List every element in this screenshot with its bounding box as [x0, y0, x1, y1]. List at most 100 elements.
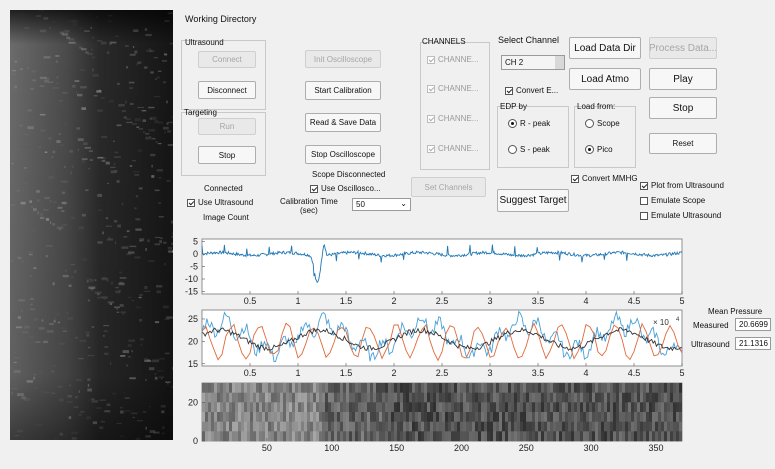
channel-3-checkbox[interactable]: CHANNE... [427, 114, 478, 123]
suggest-target-button[interactable]: Suggest Target [497, 189, 569, 212]
channel-select[interactable]: CH 2 [501, 55, 565, 70]
run-button[interactable]: Run [198, 118, 256, 135]
mmode-pixel [637, 383, 640, 393]
init-oscilloscope-button[interactable]: Init Oscilloscope [305, 50, 381, 68]
mmode-pixel [523, 412, 526, 422]
mmode-pixel [412, 412, 415, 422]
mmode-pixel [253, 383, 256, 393]
mmode-pixel [658, 402, 661, 413]
mmode-pixel [469, 412, 472, 422]
mmode-pixel [202, 383, 205, 393]
reset-button[interactable]: Reset [649, 133, 717, 154]
plot-from-ultrasound-checkbox[interactable]: Plot from Ultrasound [640, 181, 724, 190]
mmode-pixel [511, 412, 514, 422]
load-from-scope-radio[interactable]: Scope [585, 119, 620, 128]
play-button[interactable]: Play [649, 68, 717, 90]
set-channels-button[interactable]: Set Channels [411, 177, 486, 197]
mmode-pixel [604, 402, 607, 413]
mmode-pixel [307, 402, 310, 413]
read-save-data-button[interactable]: Read & Save Data [305, 113, 381, 132]
connect-button[interactable]: Connect [198, 51, 256, 68]
mmode-pixel [553, 421, 556, 432]
mmode-pixel [559, 383, 562, 393]
mmode-pixel [589, 421, 592, 432]
load-atmo-button[interactable]: Load Atmo [569, 68, 641, 90]
edp-r-peak-radio[interactable]: R - peak [508, 119, 550, 128]
convert-mmhg-checkbox[interactable]: Convert MMHG [571, 174, 638, 183]
mmode-pixel [259, 412, 262, 422]
mmode-pixel [286, 412, 289, 422]
calibration-time-select[interactable]: 50 ⌄ [352, 198, 411, 211]
mmode-pixel [496, 402, 499, 413]
mmode-pixel [622, 392, 625, 403]
mmode-pixel [301, 421, 304, 432]
mmode-pixel [550, 392, 553, 403]
mmode-pixel [421, 402, 424, 413]
load-from-pico-radio[interactable]: Pico [585, 145, 613, 154]
stop-button[interactable]: Stop [649, 97, 717, 119]
mmode-pixel [643, 402, 646, 413]
mmode-pixel [400, 402, 403, 413]
channel-2-checkbox[interactable]: CHANNE... [427, 84, 478, 93]
mmode-pixel [484, 392, 487, 403]
mmode-pixel [427, 402, 430, 413]
mmode-pixel [601, 392, 604, 403]
mmode-pixel [370, 412, 373, 422]
mmode-pixel [478, 383, 481, 393]
use-ultrasound-checkbox[interactable]: Use Ultrasound [187, 198, 253, 207]
mmode-pixel [433, 383, 436, 393]
mmode-pixel [313, 412, 316, 422]
process-data-button[interactable]: Process Data... [649, 37, 717, 59]
load-data-dir-button[interactable]: Load Data Dir [569, 37, 641, 59]
mmode-pixel [649, 421, 652, 432]
ultrasound-image [10, 10, 173, 440]
emulate-scope-checkbox[interactable]: Emulate Scope [640, 196, 705, 205]
mmode-pixel [310, 431, 313, 442]
emulate-ultrasound-checkbox[interactable]: Emulate Ultrasound [640, 211, 721, 220]
edp-s-peak-radio[interactable]: S - peak [508, 145, 550, 154]
mmode-pixel [286, 383, 289, 393]
mmode-pixel [385, 402, 388, 413]
x-tick-label: 4.5 [628, 368, 641, 378]
mmode-pixel [391, 421, 394, 432]
mmode-pixel [451, 392, 454, 403]
mmode-pixel [229, 402, 232, 413]
convert-e-checkbox[interactable]: Convert E... [505, 86, 558, 95]
mmode-pixel [277, 412, 280, 422]
mmode-pixel [232, 402, 235, 413]
mmode-pixel [574, 421, 577, 432]
y-tick-label: 15 [188, 359, 198, 369]
start-calibration-button[interactable]: Start Calibration [305, 81, 381, 100]
mmode-pixel [565, 421, 568, 432]
mmode-pixel [238, 392, 241, 403]
mmode-pixel [472, 392, 475, 403]
mmode-pixel [631, 431, 634, 442]
mmode-pixel [355, 402, 358, 413]
mmode-pixel [646, 431, 649, 442]
mmode-pixel [418, 421, 421, 432]
mmode-pixel [241, 402, 244, 413]
stop-oscilloscope-button[interactable]: Stop Oscilloscope [305, 145, 381, 164]
disconnect-button[interactable]: Disconnect [198, 81, 256, 99]
targeting-stop-button[interactable]: Stop [198, 146, 256, 164]
x-tick-label: 4.5 [628, 296, 641, 306]
mmode-pixel [244, 383, 247, 393]
mmode-pixel [346, 431, 349, 442]
mmode-pixel [229, 392, 232, 403]
mmode-pixel [535, 392, 538, 403]
channel-1-checkbox[interactable]: CHANNE... [427, 55, 478, 64]
mmode-pixel [490, 402, 493, 413]
mmode-pixel [433, 392, 436, 403]
mmode-pixel [643, 421, 646, 432]
mmode-pixel [256, 383, 259, 393]
mmode-pixel [616, 383, 619, 393]
mmode-pixel [586, 402, 589, 413]
mmode-pixel [316, 431, 319, 442]
mmode-pixel [301, 412, 304, 422]
channel-4-checkbox[interactable]: CHANNE... [427, 144, 478, 153]
mmode-pixel [430, 412, 433, 422]
mmode-pixel [358, 392, 361, 403]
mmode-pixel [343, 392, 346, 403]
mmode-pixel [556, 383, 559, 393]
use-oscilloscope-checkbox[interactable]: Use Oscillosco... [310, 184, 381, 193]
